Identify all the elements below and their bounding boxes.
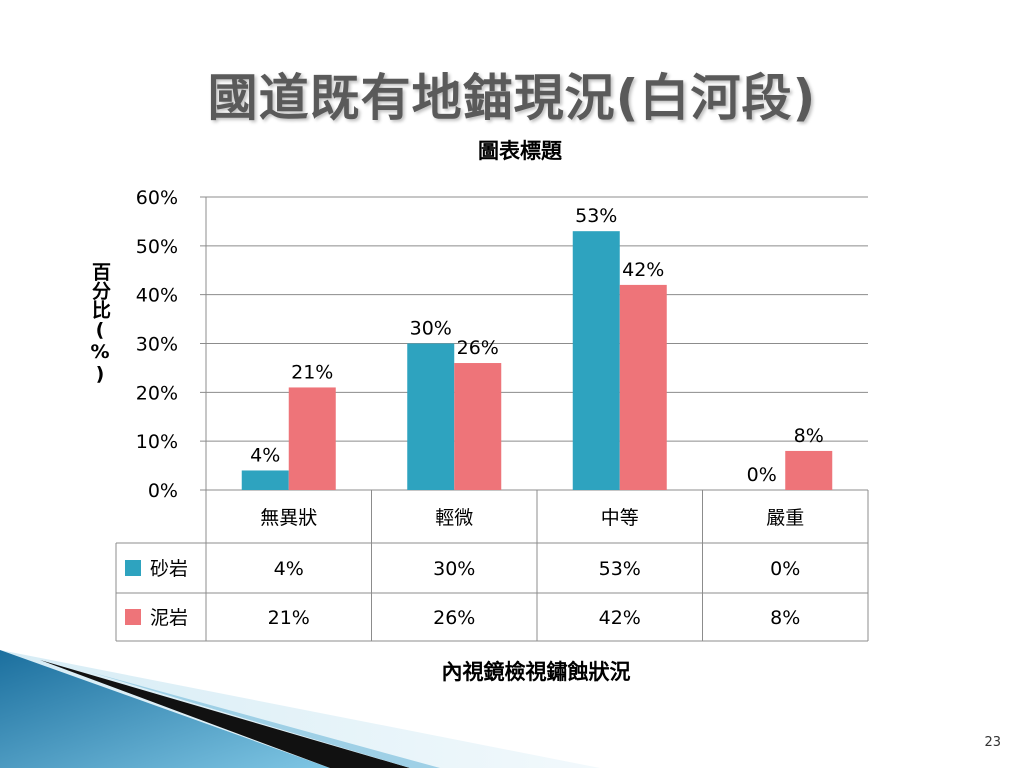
bar-mudstone — [619, 284, 667, 490]
table-cell: 53% — [599, 558, 641, 580]
table-cell: 4% — [274, 558, 304, 580]
chart-title: 圖表標題 — [478, 139, 562, 163]
y-axis-label: 百分比(%) — [86, 262, 112, 393]
data-label: 4% — [250, 444, 280, 466]
bar-sandstone — [241, 470, 289, 490]
category-label: 無異狀 — [260, 507, 317, 529]
x-axis-label: 內視鏡檢視鏽蝕狀況 — [441, 660, 631, 684]
legend-key — [125, 609, 141, 625]
bar-mudstone — [785, 450, 833, 490]
table-cell: 21% — [268, 607, 310, 629]
slide-title: 國道既有地錨現況(白河段) — [207, 69, 817, 127]
table-cell: 42% — [599, 607, 641, 629]
table-cell: 0% — [770, 558, 800, 580]
data-label: 0% — [747, 464, 777, 486]
table-cell: 26% — [433, 607, 475, 629]
bar-mudstone — [288, 387, 336, 490]
y-tick-label: 60% — [136, 187, 178, 209]
data-label: 21% — [291, 361, 333, 383]
y-tick-label: 10% — [136, 431, 178, 453]
y-tick-label: 0% — [148, 480, 178, 502]
y-tick-label: 40% — [136, 285, 178, 307]
data-label: 30% — [410, 318, 452, 340]
y-tick-label: 20% — [136, 382, 178, 404]
legend-label: 泥岩 — [150, 607, 188, 629]
legend-key — [125, 560, 141, 576]
bar-sandstone — [572, 231, 620, 490]
table-cell: 8% — [770, 607, 800, 629]
category-label: 嚴重 — [766, 507, 804, 529]
data-label: 53% — [575, 205, 617, 227]
bar-sandstone — [407, 343, 455, 490]
category-label: 中等 — [601, 507, 639, 529]
table-cell: 30% — [433, 558, 475, 580]
category-label: 輕微 — [435, 507, 473, 529]
bar-mudstone — [454, 363, 502, 490]
page-number: 23 — [984, 735, 1001, 750]
legend-label: 砂岩 — [150, 558, 188, 580]
data-label: 26% — [457, 337, 499, 359]
data-label: 42% — [622, 259, 664, 281]
y-tick-label: 30% — [136, 334, 178, 356]
y-axis-label-text: 百分比(%) — [89, 262, 111, 385]
y-tick-label: 50% — [136, 236, 178, 258]
data-label: 8% — [794, 425, 824, 447]
